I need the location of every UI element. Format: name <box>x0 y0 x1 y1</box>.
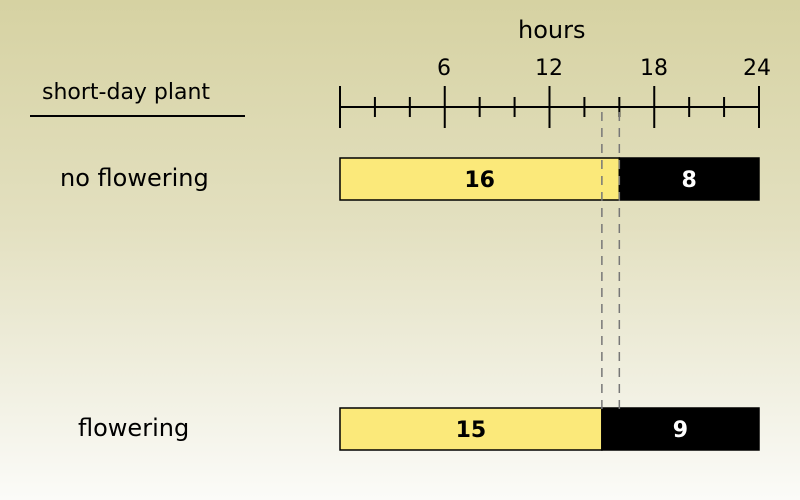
dark-period-bar <box>601 407 760 451</box>
tick-label-24: 24 <box>743 56 771 81</box>
light-period-bar <box>339 407 603 451</box>
tick-label-18: 18 <box>640 56 668 81</box>
tick-label-12: 12 <box>535 56 563 81</box>
dark-hours-label: 9 <box>673 418 688 443</box>
row-label-flowering: flowering <box>78 414 190 442</box>
light-hours-label: 16 <box>464 168 495 193</box>
dark-hours-label: 8 <box>682 168 697 193</box>
tick-label-6: 6 <box>437 56 451 81</box>
light-period-bar <box>339 157 621 201</box>
plant-type-title: short-day plant <box>42 80 211 105</box>
axis-title: hours <box>518 16 586 44</box>
title-underline <box>30 115 245 117</box>
row-label-no-flowering: no flowering <box>60 164 209 192</box>
light-hours-label: 15 <box>456 418 487 443</box>
